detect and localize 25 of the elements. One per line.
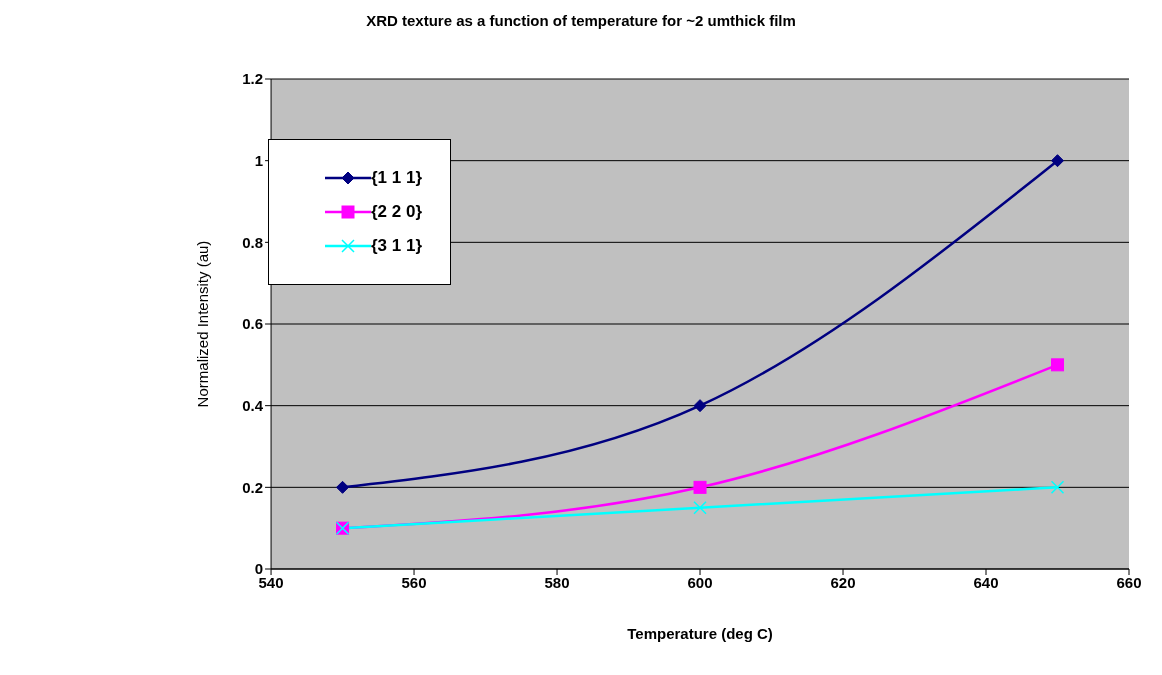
point — [693, 480, 707, 494]
y-tick-label: 1.2 — [242, 70, 264, 88]
legend-label: {2 2 0} — [371, 202, 423, 222]
x-tick-label: 660 — [1116, 573, 1142, 591]
y-tick-label: 1 — [254, 151, 264, 169]
legend-label: {1 1 1} — [371, 168, 423, 188]
y-tick-label: 0.2 — [242, 478, 264, 496]
y-axis-title: Normalized Intensity (au) — [194, 240, 212, 408]
x-tick-label: 600 — [687, 573, 713, 591]
point — [336, 480, 350, 494]
x-tick-label: 580 — [544, 573, 570, 591]
y-tick-label: 0.4 — [242, 396, 264, 414]
point — [1051, 154, 1064, 168]
point — [1051, 358, 1064, 372]
y-tick-label: 0.8 — [242, 233, 264, 251]
x-tick-label: 560 — [401, 573, 427, 591]
x-tick-label: 640 — [973, 573, 999, 591]
legend-label: {3 1 1} — [371, 236, 423, 256]
x-tick-label: 620 — [830, 573, 856, 591]
point — [693, 501, 707, 515]
chart-title: XRD texture as a function of temperature for ~2 umthick film — [365, 12, 797, 29]
x-axis-title: Temperature (deg C) — [627, 625, 773, 642]
point — [1050, 480, 1065, 495]
y-tick-label: 0.6 — [242, 315, 264, 333]
point — [693, 399, 707, 413]
